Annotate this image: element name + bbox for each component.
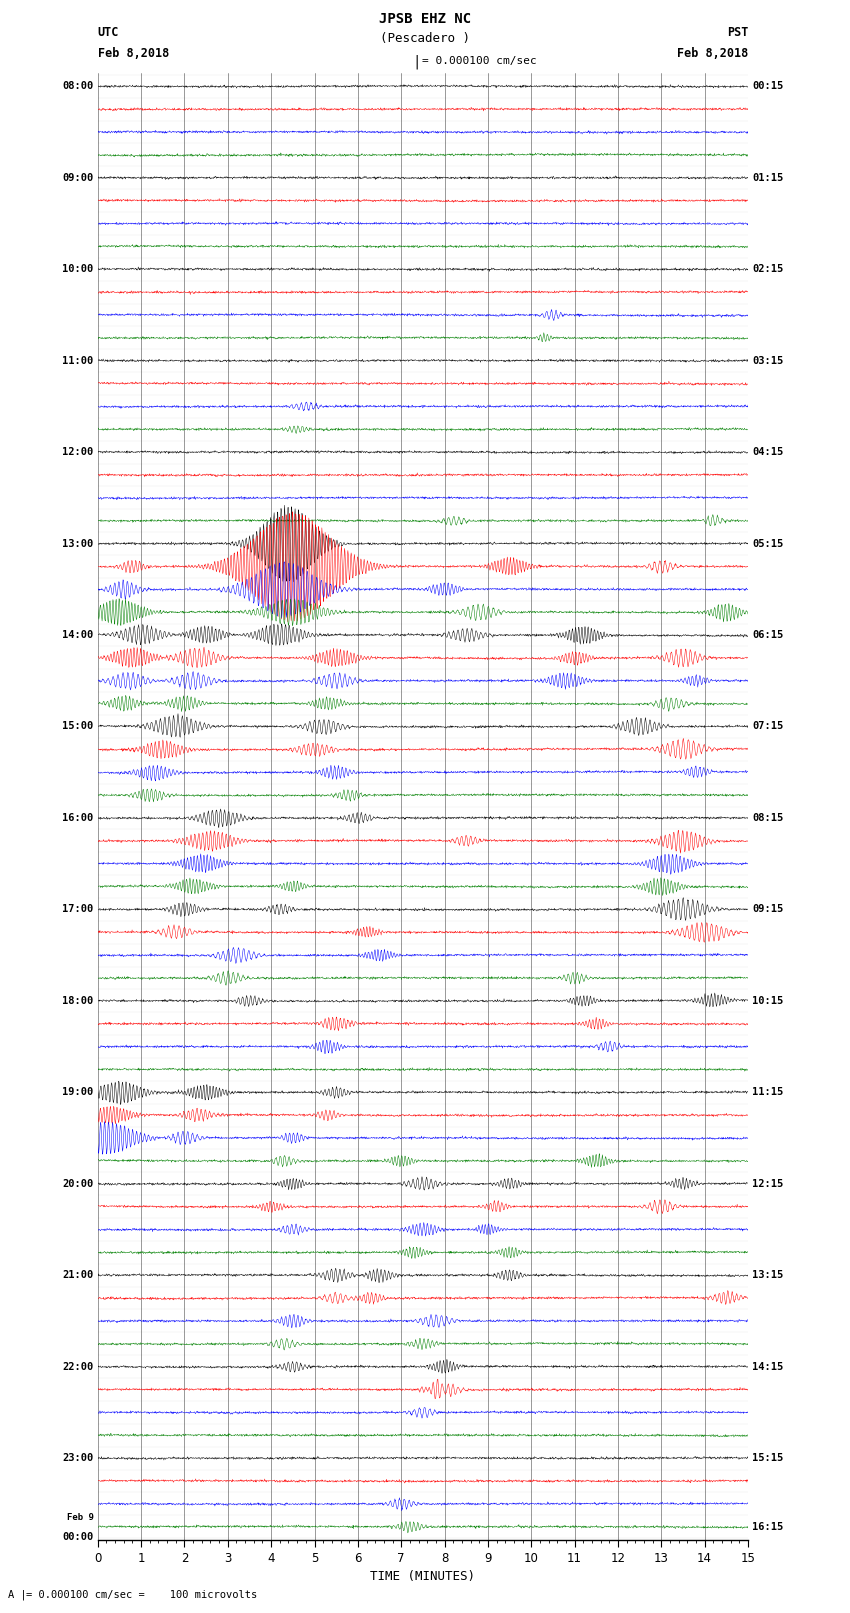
Text: 21:00: 21:00 (62, 1269, 94, 1281)
Text: 12:15: 12:15 (752, 1179, 784, 1189)
Text: 13:00: 13:00 (62, 539, 94, 548)
Text: 22:00: 22:00 (62, 1361, 94, 1371)
Text: 16:15: 16:15 (752, 1521, 784, 1532)
Text: 09:00: 09:00 (62, 173, 94, 182)
Text: (Pescadero ): (Pescadero ) (380, 32, 470, 45)
X-axis label: TIME (MINUTES): TIME (MINUTES) (371, 1569, 475, 1582)
Text: UTC: UTC (98, 26, 119, 39)
Text: 14:00: 14:00 (62, 631, 94, 640)
Text: 00:00: 00:00 (62, 1531, 94, 1542)
Text: Feb 8,2018: Feb 8,2018 (98, 47, 169, 60)
Text: |: | (412, 55, 421, 68)
Text: 10:15: 10:15 (752, 995, 784, 1007)
Text: 02:15: 02:15 (752, 265, 784, 274)
Text: 00:15: 00:15 (752, 81, 784, 92)
Text: = 0.000100 cm/sec =    100 microvolts: = 0.000100 cm/sec = 100 microvolts (26, 1590, 257, 1600)
Text: 10:00: 10:00 (62, 265, 94, 274)
Text: 06:15: 06:15 (752, 631, 784, 640)
Text: 18:00: 18:00 (62, 995, 94, 1007)
Text: 11:15: 11:15 (752, 1087, 784, 1097)
Text: 17:00: 17:00 (62, 905, 94, 915)
Text: 16:00: 16:00 (62, 813, 94, 823)
Text: 11:00: 11:00 (62, 355, 94, 366)
Text: 19:00: 19:00 (62, 1087, 94, 1097)
Text: 14:15: 14:15 (752, 1361, 784, 1371)
Text: 20:00: 20:00 (62, 1179, 94, 1189)
Text: PST: PST (727, 26, 748, 39)
Text: 08:00: 08:00 (62, 81, 94, 92)
Text: Feb 8,2018: Feb 8,2018 (677, 47, 748, 60)
Text: 04:15: 04:15 (752, 447, 784, 456)
Text: 07:15: 07:15 (752, 721, 784, 731)
Text: 01:15: 01:15 (752, 173, 784, 182)
Text: Feb 9: Feb 9 (66, 1513, 94, 1521)
Text: 15:15: 15:15 (752, 1453, 784, 1463)
Text: 23:00: 23:00 (62, 1453, 94, 1463)
Text: 09:15: 09:15 (752, 905, 784, 915)
Text: 05:15: 05:15 (752, 539, 784, 548)
Text: JPSB EHZ NC: JPSB EHZ NC (379, 11, 471, 26)
Text: 08:15: 08:15 (752, 813, 784, 823)
Text: 03:15: 03:15 (752, 355, 784, 366)
Text: 13:15: 13:15 (752, 1269, 784, 1281)
Text: 15:00: 15:00 (62, 721, 94, 731)
Text: = 0.000100 cm/sec: = 0.000100 cm/sec (422, 56, 537, 66)
Text: 12:00: 12:00 (62, 447, 94, 456)
Text: A |: A | (8, 1589, 27, 1600)
